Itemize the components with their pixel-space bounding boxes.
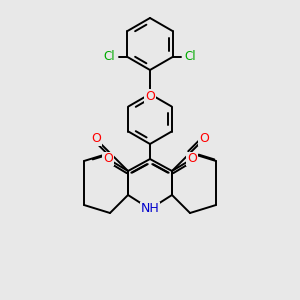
Text: O: O — [199, 133, 209, 146]
Text: Cl: Cl — [185, 50, 196, 64]
Text: O: O — [91, 133, 101, 146]
Text: O: O — [103, 152, 113, 166]
Text: NH: NH — [141, 202, 159, 215]
Text: O: O — [187, 152, 197, 166]
Text: Cl: Cl — [104, 50, 115, 64]
Text: O: O — [145, 89, 155, 103]
